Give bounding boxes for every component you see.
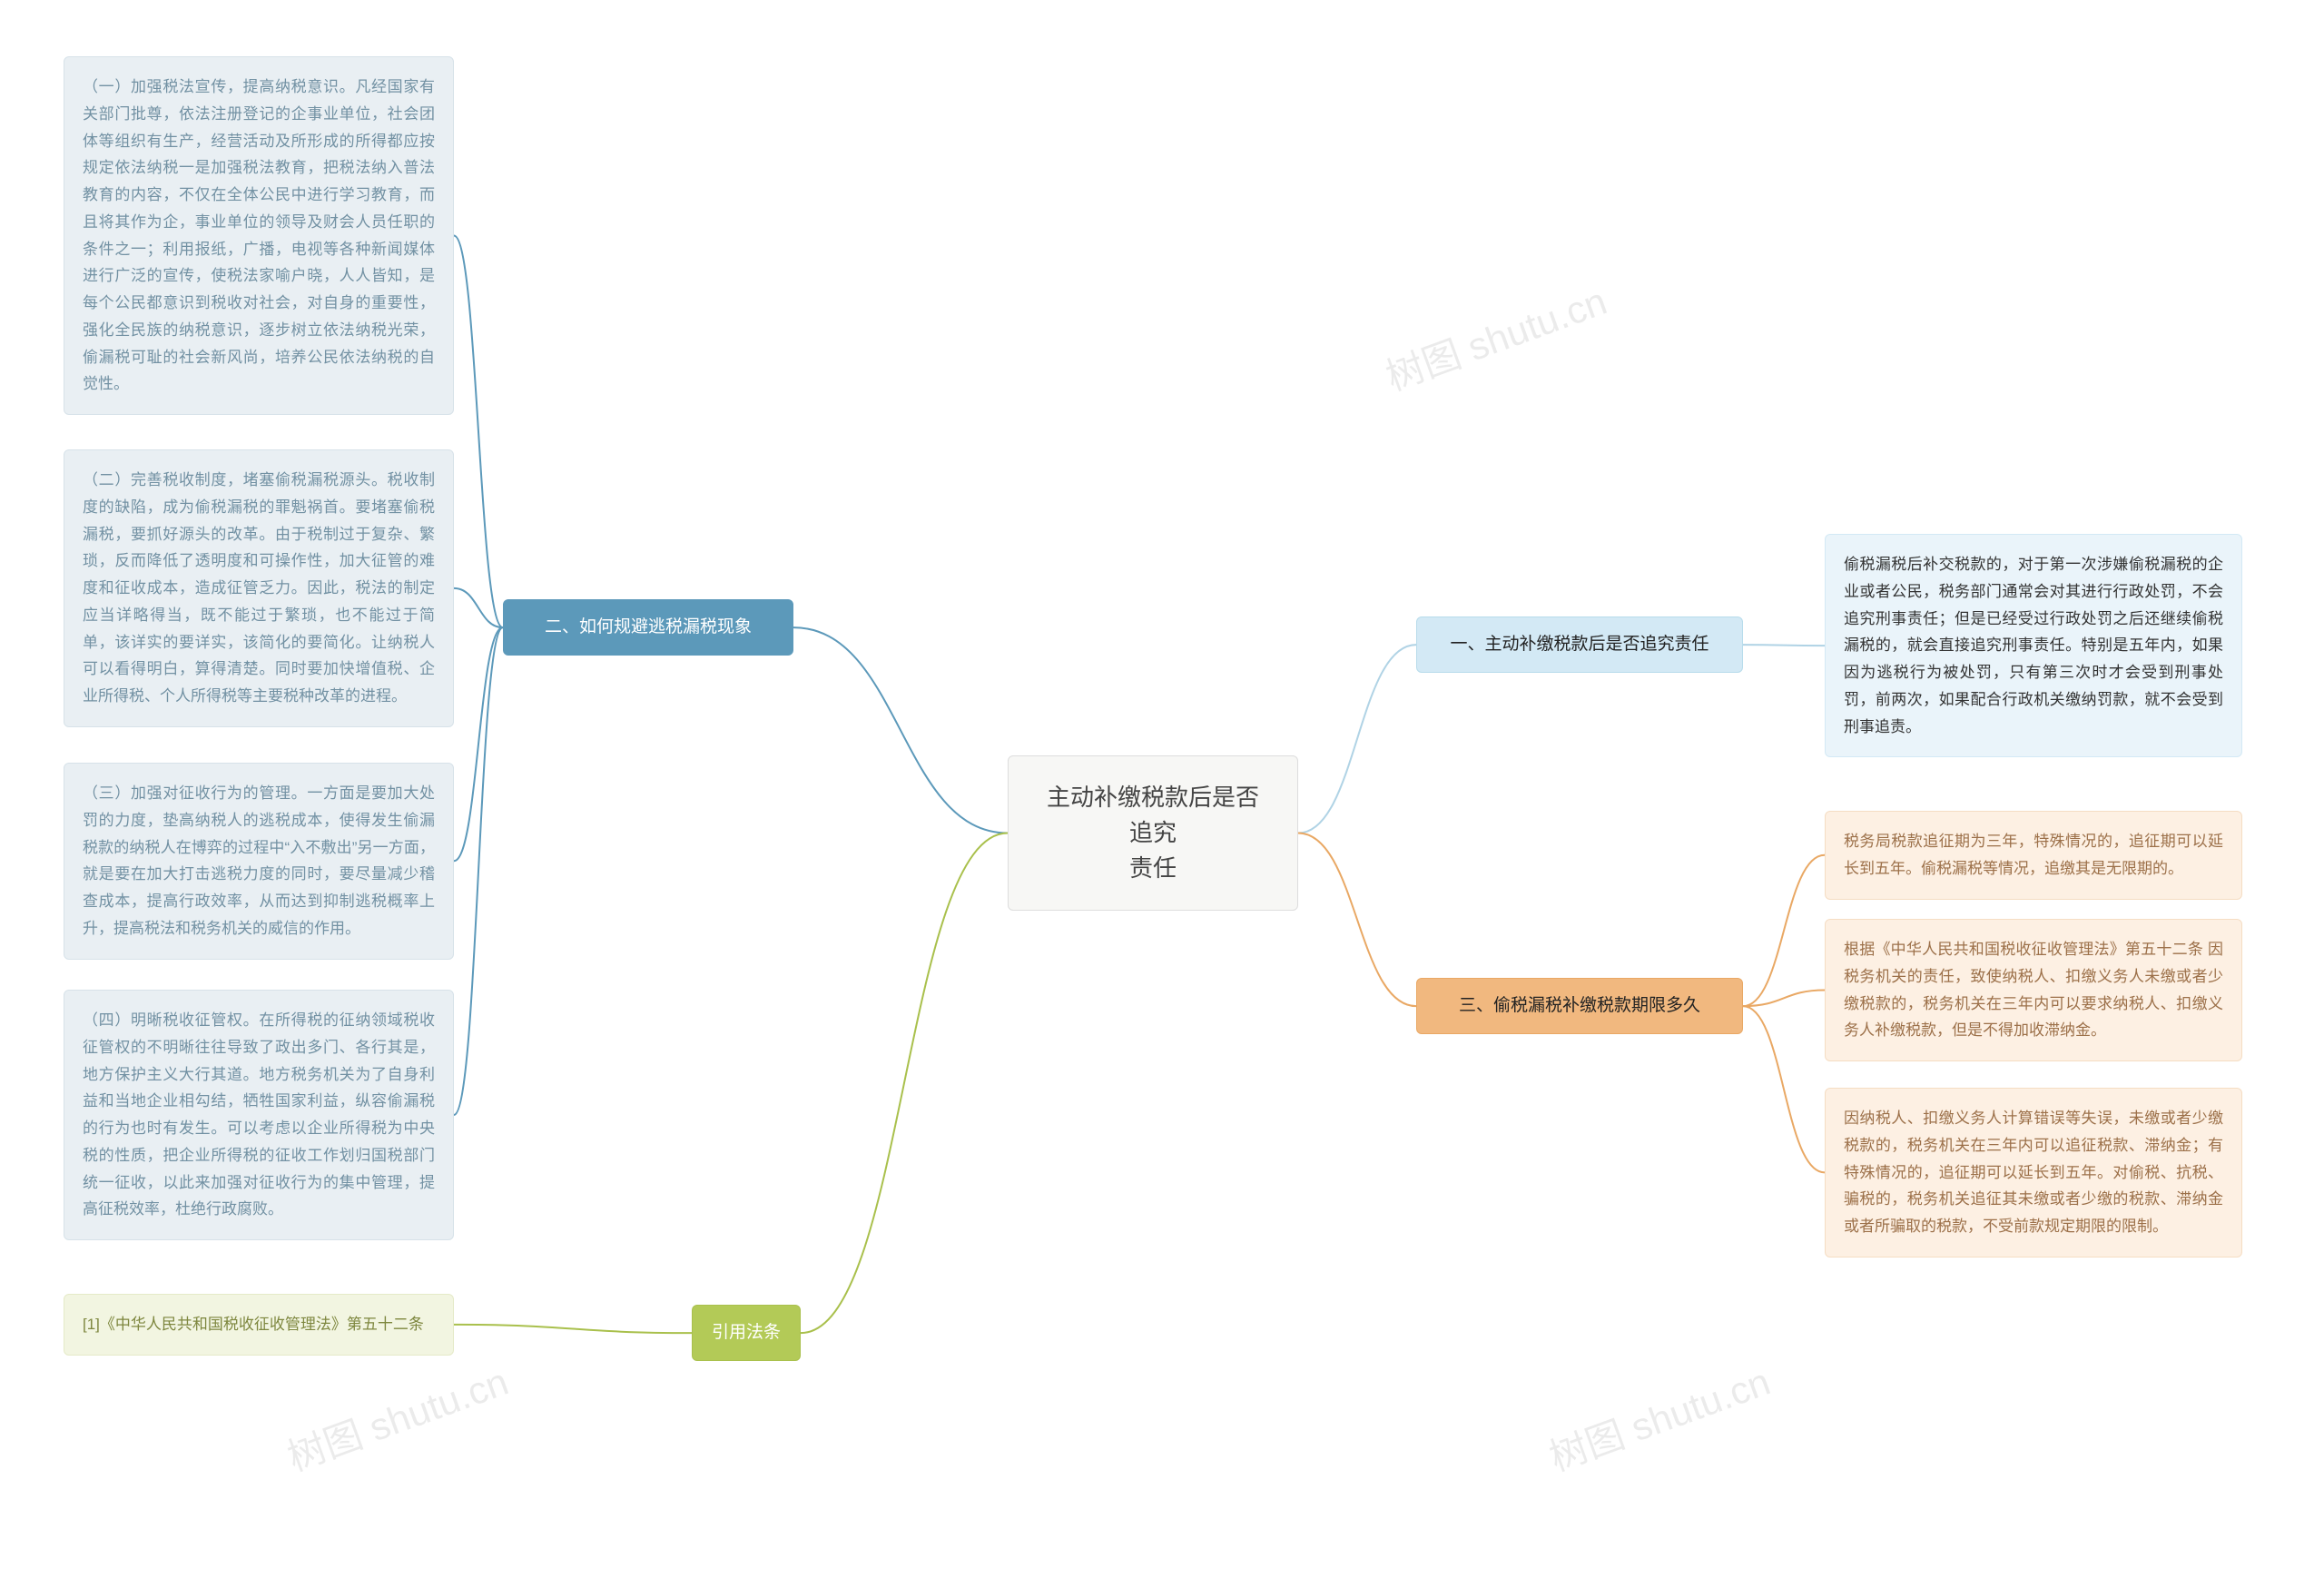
leaf-2-2: （二）完善税收制度，堵塞偷税漏税源头。税收制度的缺陷，成为偷税漏税的罪魁祸首。要… bbox=[64, 449, 454, 727]
root-line1: 主动补缴税款后是否追究 bbox=[1036, 780, 1270, 851]
leaf-4-1: [1]《中华人民共和国税收征收管理法》第五十二条 bbox=[64, 1294, 454, 1356]
leaf-3-3: 因纳税人、扣缴义务人计算错误等失误，未缴或者少缴税款的，税务机关在三年内可以追征… bbox=[1825, 1088, 2242, 1258]
leaf-2-3: （三）加强对征收行为的管理。一方面是要加大处罚的力度，垫高纳税人的逃税成本，使得… bbox=[64, 763, 454, 960]
branch-3: 三、偷税漏税补缴税款期限多久 bbox=[1416, 978, 1743, 1034]
watermark: 树图 shutu.cn bbox=[1541, 1351, 1777, 1482]
leaf-2-1: （一）加强税法宣传，提高纳税意识。凡经国家有关部门批尊，依法注册登记的企事业单位… bbox=[64, 56, 454, 415]
root-line2: 责任 bbox=[1036, 851, 1270, 886]
leaf-3-1: 税务局税款追征期为三年，特殊情况的，追征期可以延长到五年。偷税漏税等情况，追缴其… bbox=[1825, 811, 2242, 900]
watermark: 树图 shutu.cn bbox=[279, 1351, 515, 1482]
leaf-2-4: （四）明晰税收征管权。在所得税的征纳领域税收征管权的不明晰往往导致了政出多门、各… bbox=[64, 990, 454, 1240]
branch-4: 引用法条 bbox=[692, 1305, 801, 1361]
branch-2: 二、如何规避逃税漏税现象 bbox=[503, 599, 793, 656]
leaf-1-1: 偷税漏税后补交税款的，对于第一次涉嫌偷税漏税的企业或者公民，税务部门通常会对其进… bbox=[1825, 534, 2242, 757]
leaf-3-2: 根据《中华人民共和国税收征收管理法》第五十二条 因税务机关的责任，致使纳税人、扣… bbox=[1825, 919, 2242, 1061]
watermark: 树图 shutu.cn bbox=[1377, 271, 1613, 401]
branch-1: 一、主动补缴税款后是否追究责任 bbox=[1416, 616, 1743, 673]
root-node: 主动补缴税款后是否追究 责任 bbox=[1008, 755, 1298, 911]
